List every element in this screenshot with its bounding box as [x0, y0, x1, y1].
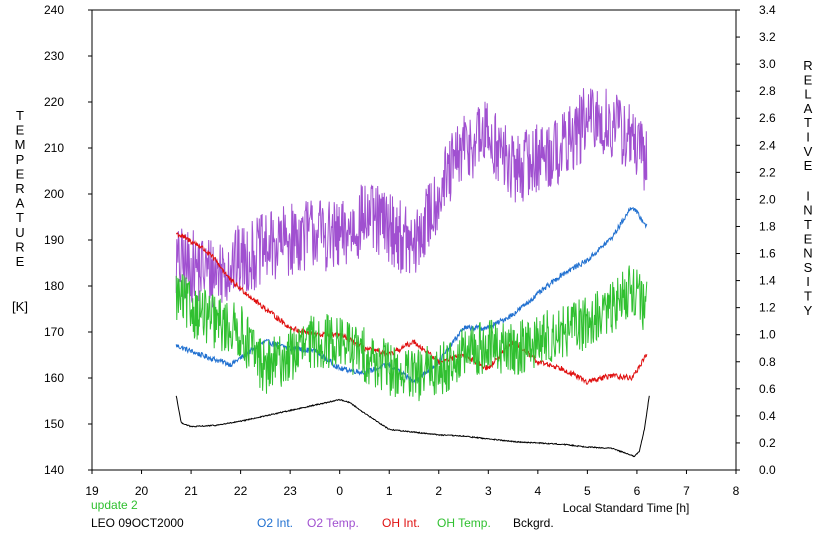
right-label-letter: V — [804, 144, 813, 159]
left-tick-label: 240 — [44, 3, 64, 17]
right-label-letter: N — [803, 203, 812, 218]
x-tick-label: 20 — [135, 484, 149, 498]
right-label-letter: E — [804, 158, 813, 173]
left-label-letter: T — [16, 108, 24, 123]
right-tick-label: 1.6 — [759, 247, 776, 261]
left-label-letter: T — [16, 210, 24, 225]
right-label-letter: I — [806, 188, 810, 203]
right-tick-label: 0.2 — [759, 436, 776, 450]
right-tick-label: 1.8 — [759, 219, 776, 233]
update-note: update 2 — [91, 498, 138, 512]
x-tick-label: 23 — [283, 484, 297, 498]
left-label-letter: R — [15, 239, 24, 254]
right-tick-label: 3.4 — [759, 3, 776, 17]
right-tick-label: 3.2 — [759, 30, 776, 44]
right-label-letter: R — [803, 58, 812, 73]
x-tick-label: 1 — [386, 484, 393, 498]
left-tick-label: 150 — [44, 417, 64, 431]
left-label-letter: U — [15, 225, 24, 240]
legend-entry: O2 Temp. — [307, 516, 359, 530]
left-tick-label: 190 — [44, 233, 64, 247]
left-label-letter: E — [16, 123, 25, 138]
x-tick-label: 8 — [733, 484, 740, 498]
right-label-letter: T — [804, 115, 812, 130]
right-tick-label: 0.6 — [759, 382, 776, 396]
right-tick-label: 2.6 — [759, 111, 776, 125]
right-label-letter: I — [806, 130, 810, 145]
x-tick-label: 3 — [485, 484, 492, 498]
right-tick-label: 0.8 — [759, 355, 776, 369]
right-label-letter: T — [804, 289, 812, 304]
left-tick-label: 140 — [44, 463, 64, 477]
left-label-letter: P — [16, 152, 25, 167]
x-tick-label: 0 — [336, 484, 343, 498]
left-axis-unit: [K] — [12, 299, 28, 314]
right-label-letter: N — [803, 246, 812, 261]
left-tick-label: 210 — [44, 141, 64, 155]
left-label-letter: M — [15, 137, 26, 152]
x-axis-ticks: 19 20 21 22 23 0 1 2 3 4 5 6 7 8 — [85, 470, 740, 498]
right-label-letter: A — [804, 101, 813, 116]
right-label-letter: T — [804, 217, 812, 232]
legend-entry: OH Int. — [382, 516, 420, 530]
right-tick-label: 0.0 — [759, 463, 776, 477]
left-tick-label: 170 — [44, 325, 64, 339]
left-label-letter: E — [16, 254, 25, 269]
left-tick-label: 180 — [44, 279, 64, 293]
right-tick-label: 0.4 — [759, 409, 776, 423]
right-label-letter: S — [804, 260, 813, 275]
right-tick-label: 1.4 — [759, 274, 776, 288]
right-axis-ticks: 0.0 0.2 0.4 0.6 0.8 1.0 1.2 1.4 1.6 1.8 2.0 2.2 2.4 2… — [736, 3, 776, 477]
x-tick-label: 22 — [234, 484, 248, 498]
station-date-label: LEO 09OCT2000 — [91, 516, 184, 530]
right-label-letter: E — [804, 231, 813, 246]
x-tick-label: 21 — [184, 484, 198, 498]
series-line-bckgrd — [175, 395, 650, 458]
legend-entry: OH Temp. — [437, 516, 491, 530]
left-tick-label: 230 — [44, 49, 64, 63]
left-label-letter: R — [15, 181, 24, 196]
right-tick-label: 2.8 — [759, 84, 776, 98]
legend: O2 Int. O2 Temp. OH Int. OH Temp. Bckgrd. — [257, 516, 554, 530]
left-label-letter: E — [16, 166, 25, 181]
series-layer — [175, 88, 650, 458]
right-tick-label: 1.2 — [759, 301, 776, 315]
series-line-oh-temp — [175, 265, 648, 402]
right-label-letter: E — [804, 72, 813, 87]
legend-entry: O2 Int. — [257, 516, 293, 530]
x-tick-label: 5 — [584, 484, 591, 498]
right-tick-label: 2.0 — [759, 192, 776, 206]
left-tick-label: 160 — [44, 371, 64, 385]
x-axis-label: Local Standard Time [h] — [563, 501, 690, 515]
legend-entry: Bckgrd. — [513, 516, 554, 530]
left-tick-label: 220 — [44, 95, 64, 109]
x-tick-label: 2 — [435, 484, 442, 498]
x-tick-label: 6 — [634, 484, 641, 498]
right-label-letter: L — [804, 87, 811, 102]
series-line-oh-int — [175, 232, 648, 385]
right-label-letter: Y — [804, 303, 813, 318]
right-tick-label: 3.0 — [759, 57, 776, 71]
right-label-letter: I — [806, 274, 810, 289]
left-tick-label: 200 — [44, 187, 64, 201]
left-label-letter: A — [16, 196, 25, 211]
series-line-o2-temp — [175, 88, 648, 308]
left-axis-ticks: 140 150 160 170 180 190 200 210 220 230 240 — [44, 3, 92, 477]
right-tick-label: 1.0 — [759, 328, 776, 342]
x-tick-label: 7 — [683, 484, 690, 498]
x-tick-label: 4 — [535, 484, 542, 498]
right-tick-label: 2.2 — [759, 165, 776, 179]
x-tick-label: 19 — [85, 484, 99, 498]
right-tick-label: 2.4 — [759, 138, 776, 152]
